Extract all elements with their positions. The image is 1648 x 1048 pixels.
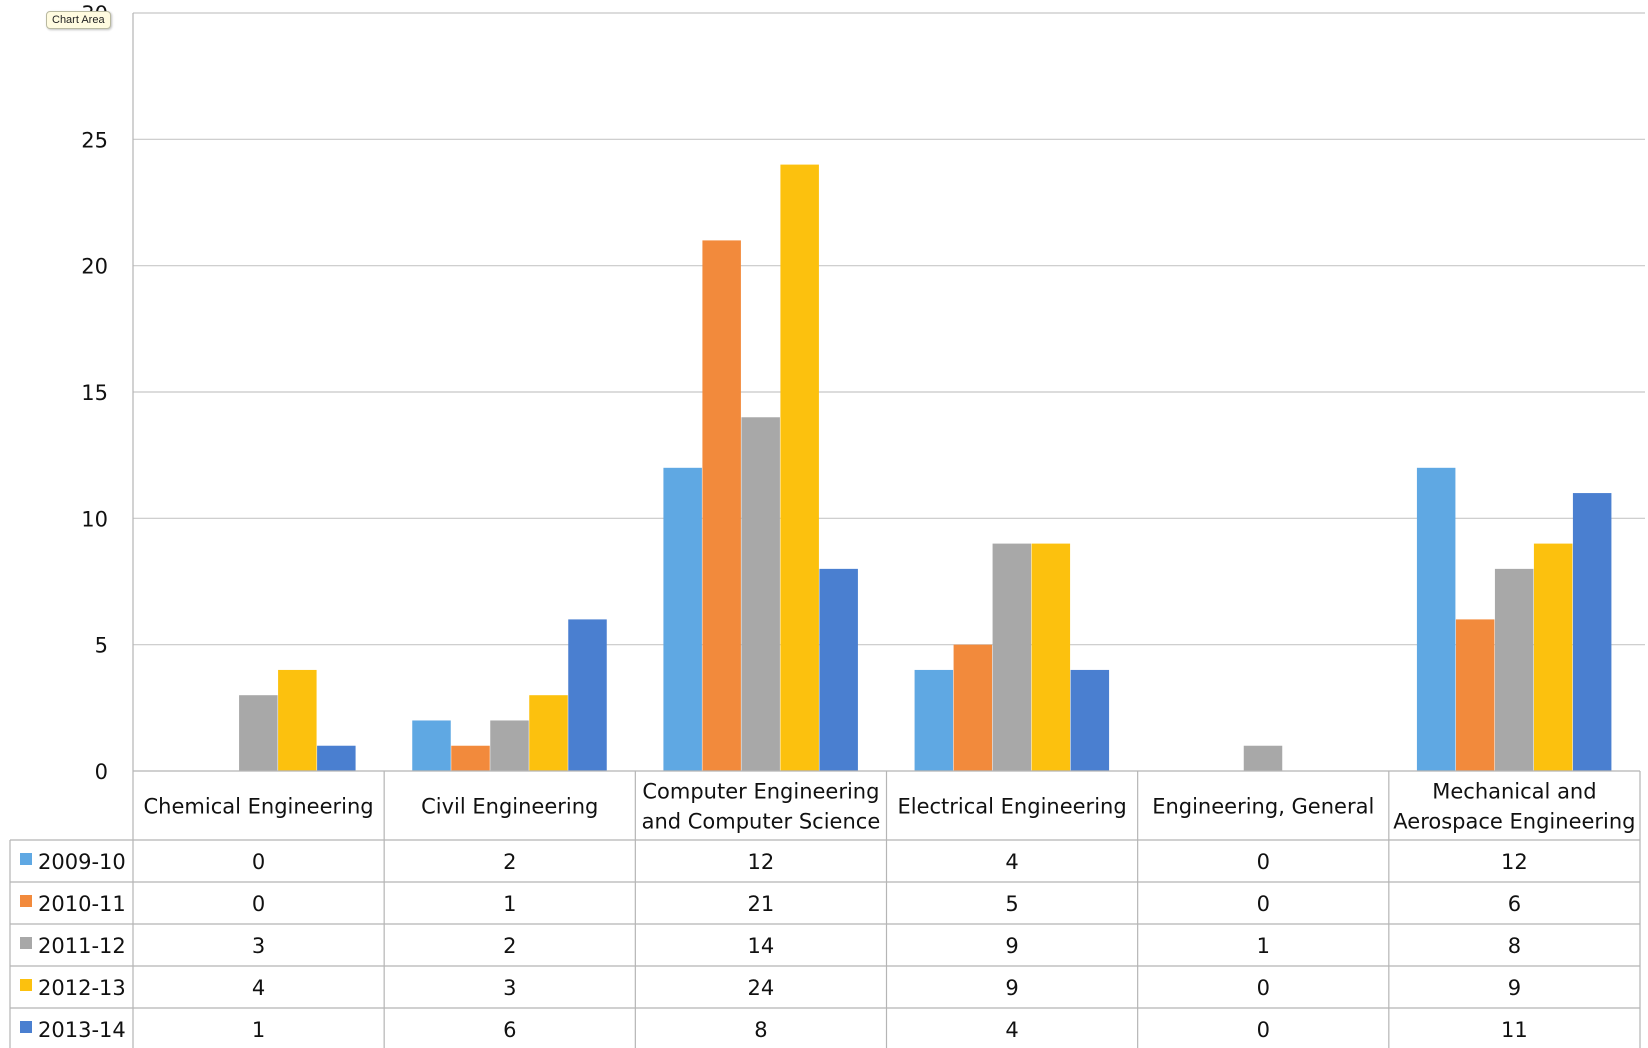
category-label: Civil Engineering <box>421 795 598 819</box>
bar-2011-12-4 <box>1243 745 1283 771</box>
bar-2013-14-2 <box>819 568 858 771</box>
category-label: Computer Engineering <box>642 780 879 804</box>
series-label: 2012-13 <box>38 976 126 1000</box>
bar-2012-13-5 <box>1533 543 1573 771</box>
bar-2011-12-1 <box>490 720 529 771</box>
table-cell: 4 <box>252 976 265 1000</box>
bar-2010-11-3 <box>953 644 993 771</box>
category-label: Engineering, General <box>1152 795 1374 819</box>
bar-2012-13-1 <box>529 695 568 771</box>
category-label: Aerospace Engineering <box>1393 810 1635 834</box>
table-cell: 0 <box>1257 850 1270 874</box>
table-cell: 24 <box>748 976 775 1000</box>
legend-key-2011-12 <box>20 937 32 949</box>
table-cell: 8 <box>754 1018 767 1042</box>
bar-2009-10-2 <box>663 467 702 771</box>
category-label: Electrical Engineering <box>897 795 1126 819</box>
y-tick-label: 5 <box>95 634 108 658</box>
bar-2013-14-1 <box>568 619 607 771</box>
legend-key-2009-10 <box>20 853 32 865</box>
table-cell: 14 <box>748 934 775 958</box>
bar-2009-10-5 <box>1416 467 1456 771</box>
series-label: 2009-10 <box>38 850 126 874</box>
legend-key-2013-14 <box>20 1021 32 1033</box>
category-label: Mechanical and <box>1432 780 1596 804</box>
bar-2012-13-0 <box>278 669 317 771</box>
y-tick-label: 0 <box>95 760 108 784</box>
table-cell: 1 <box>1257 934 1270 958</box>
legend-key-2012-13 <box>20 979 32 991</box>
table-cell: 0 <box>252 850 265 874</box>
table-cell: 9 <box>1005 934 1018 958</box>
table-cell: 1 <box>252 1018 265 1042</box>
series-label: 2011-12 <box>38 934 126 958</box>
y-tick-label: 10 <box>81 507 108 531</box>
bar-2012-13-2 <box>780 164 819 772</box>
table-cell: 2 <box>503 850 516 874</box>
bar-2010-11-5 <box>1455 619 1495 771</box>
table-cell: 5 <box>1005 892 1018 916</box>
series-label: 2013-14 <box>38 1018 126 1042</box>
bar-2009-10-1 <box>412 720 451 771</box>
table-cell: 0 <box>1257 892 1270 916</box>
category-label: and Computer Science <box>642 810 881 834</box>
table-cell: 2 <box>503 934 516 958</box>
table-cell: 4 <box>1005 850 1018 874</box>
bar-2012-13-3 <box>1031 543 1071 771</box>
y-tick-label: 25 <box>81 128 108 152</box>
y-tick-label: 20 <box>81 255 108 279</box>
table-cell: 0 <box>1257 1018 1270 1042</box>
y-tick-label: 15 <box>81 381 108 405</box>
chart-area-tooltip: Chart Area <box>46 11 111 29</box>
table-cell: 3 <box>252 934 265 958</box>
bar-2011-12-5 <box>1494 568 1534 771</box>
bar-2010-11-1 <box>451 745 490 771</box>
table-cell: 6 <box>1508 892 1521 916</box>
table-cell: 21 <box>748 892 775 916</box>
bar-2009-10-3 <box>914 669 954 771</box>
table-cell: 9 <box>1005 976 1018 1000</box>
bar-2011-12-3 <box>992 543 1032 771</box>
series-label: 2010-11 <box>38 892 126 916</box>
legend-key-2010-11 <box>20 895 32 907</box>
table-cell: 8 <box>1508 934 1521 958</box>
table-cell: 0 <box>252 892 265 916</box>
table-cell: 0 <box>1257 976 1270 1000</box>
table-cell: 1 <box>503 892 516 916</box>
table-cell: 4 <box>1005 1018 1018 1042</box>
bar-2013-14-5 <box>1572 493 1612 771</box>
table-cell: 9 <box>1508 976 1521 1000</box>
table-cell: 12 <box>1501 850 1528 874</box>
bar-2013-14-3 <box>1070 669 1110 771</box>
bar-2011-12-2 <box>741 417 780 771</box>
bar-2013-14-0 <box>317 745 356 771</box>
bar-2011-12-0 <box>239 695 278 771</box>
category-label: Chemical Engineering <box>144 795 374 819</box>
table-cell: 6 <box>503 1018 516 1042</box>
table-cell: 12 <box>748 850 775 874</box>
bar-2010-11-2 <box>702 240 741 771</box>
table-cell: 11 <box>1501 1018 1528 1042</box>
table-cell: 3 <box>503 976 516 1000</box>
